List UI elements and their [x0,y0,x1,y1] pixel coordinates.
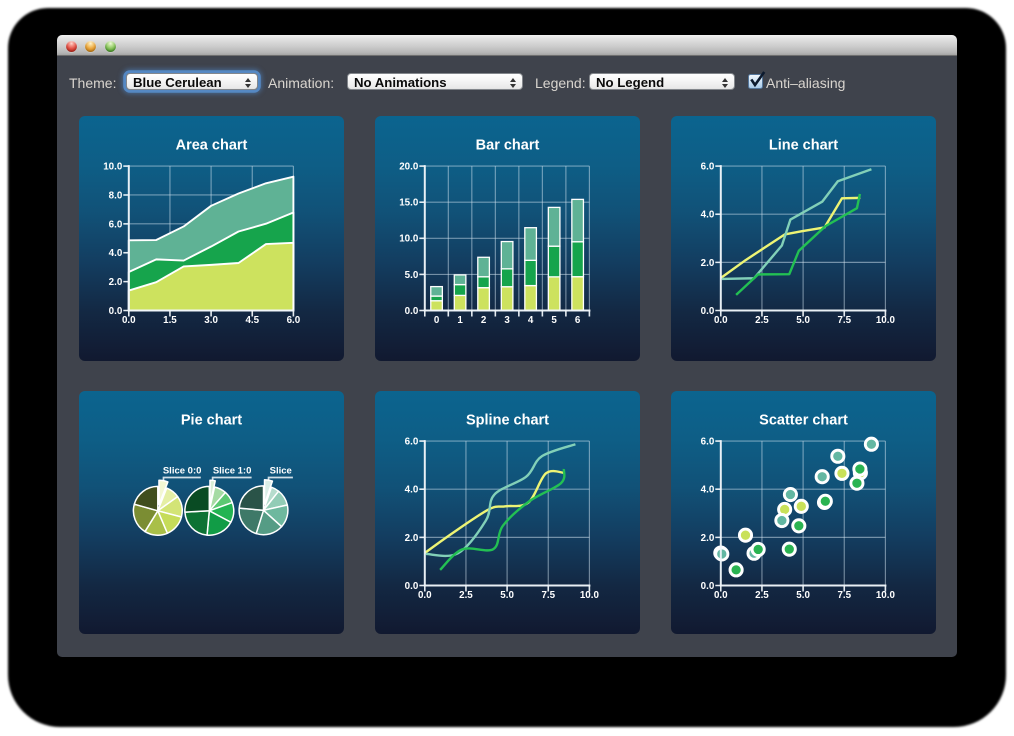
svg-text:0.0: 0.0 [714,590,728,601]
svg-text:2.5: 2.5 [459,590,473,601]
svg-text:1.5: 1.5 [163,315,177,326]
svg-text:20.0: 20.0 [399,161,419,172]
svg-text:0.0: 0.0 [122,315,136,326]
svg-text:15.0: 15.0 [399,197,419,208]
svg-text:0.0: 0.0 [405,305,419,316]
svg-text:6.0: 6.0 [405,437,419,448]
svg-text:Slice 1:0: Slice 1:0 [213,466,252,477]
svg-text:Area chart: Area chart [176,137,248,153]
svg-text:0: 0 [434,315,440,326]
svg-text:Scatter chart: Scatter chart [759,413,848,429]
svg-text:1: 1 [457,315,463,326]
svg-text:10.0: 10.0 [876,590,896,601]
svg-text:3: 3 [504,315,510,326]
svg-text:4.0: 4.0 [701,209,715,220]
svg-text:10.0: 10.0 [580,590,600,601]
svg-text:Line chart: Line chart [769,137,838,153]
svg-text:0.0: 0.0 [109,305,123,316]
svg-text:Slice: Slice [270,466,292,477]
svg-text:0.0: 0.0 [405,581,419,592]
svg-text:10.0: 10.0 [399,233,419,244]
svg-text:5.0: 5.0 [405,269,419,280]
svg-text:Slice 0:0: Slice 0:0 [163,466,202,477]
svg-text:6.0: 6.0 [287,315,301,326]
svg-text:5.0: 5.0 [500,590,514,601]
svg-text:2.0: 2.0 [701,257,715,268]
svg-text:2.5: 2.5 [755,590,769,601]
svg-text:5.0: 5.0 [796,315,810,326]
svg-text:4.0: 4.0 [701,485,715,496]
svg-text:6.0: 6.0 [701,437,715,448]
svg-text:2.0: 2.0 [405,533,419,544]
svg-text:5: 5 [551,315,557,326]
svg-text:4.5: 4.5 [245,315,259,326]
svg-text:8.0: 8.0 [109,190,123,201]
svg-text:2.0: 2.0 [701,533,715,544]
svg-text:5.0: 5.0 [796,590,810,601]
svg-text:2.5: 2.5 [755,315,769,326]
svg-text:4: 4 [528,315,534,326]
svg-text:3.0: 3.0 [204,315,218,326]
svg-text:7.5: 7.5 [837,590,851,601]
svg-text:10.0: 10.0 [103,161,123,172]
svg-text:7.5: 7.5 [541,590,555,601]
svg-text:6.0: 6.0 [109,219,123,230]
svg-text:Bar chart: Bar chart [476,137,540,153]
svg-text:0.0: 0.0 [418,590,432,601]
svg-text:4.0: 4.0 [405,485,419,496]
svg-text:2: 2 [481,315,487,326]
svg-text:0.0: 0.0 [701,305,715,316]
svg-text:0.0: 0.0 [714,315,728,326]
svg-text:0.0: 0.0 [701,581,715,592]
svg-text:7.5: 7.5 [837,315,851,326]
svg-text:6: 6 [575,315,581,326]
svg-text:Pie chart: Pie chart [181,413,242,429]
svg-text:10.0: 10.0 [876,315,896,326]
svg-text:4.0: 4.0 [109,248,123,259]
svg-text:Spline chart: Spline chart [466,413,549,429]
svg-text:6.0: 6.0 [701,161,715,172]
svg-text:2.0: 2.0 [109,277,123,288]
